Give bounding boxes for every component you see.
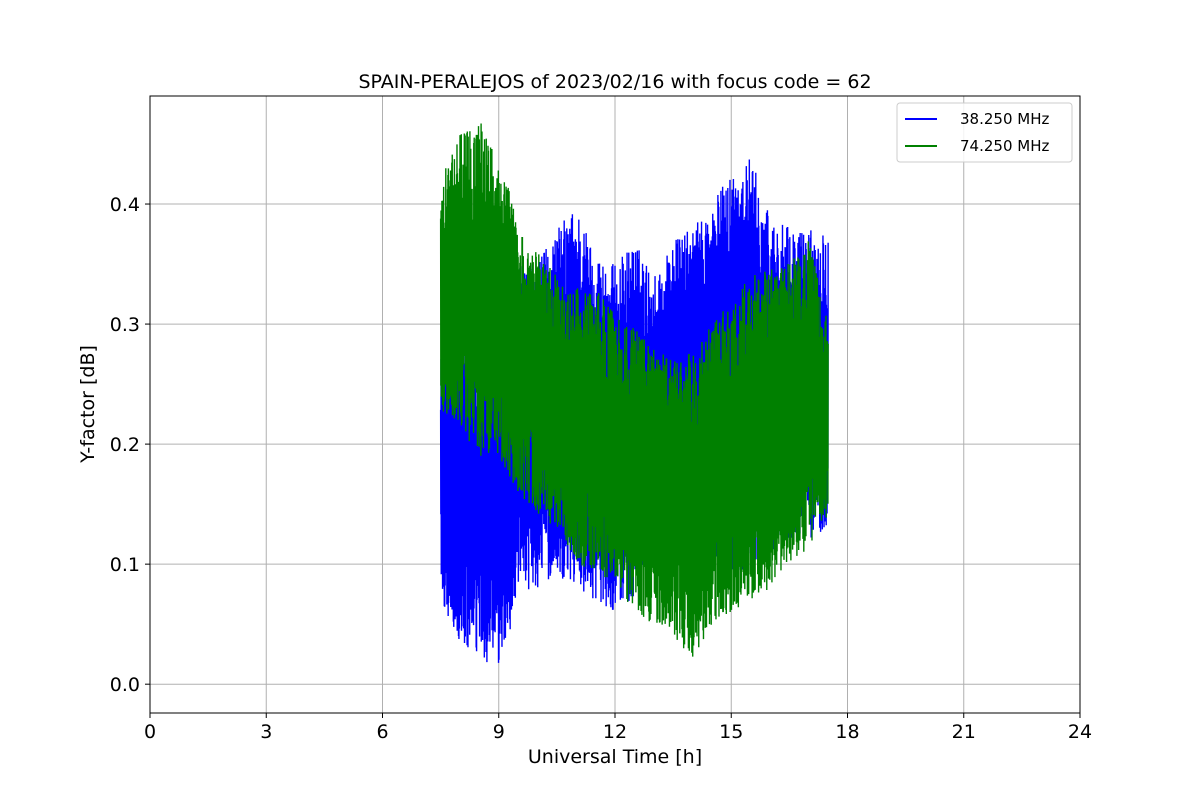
x-tick-label: 6 xyxy=(376,721,388,743)
legend-label-74mhz: 74.250 MHz xyxy=(960,137,1049,155)
legend-label-38mhz: 38.250 MHz xyxy=(960,110,1049,128)
y-tick-label: 0.4 xyxy=(110,194,140,216)
y-tick-label: 0.3 xyxy=(110,314,140,336)
y-axis-title: Y-factor [dB] xyxy=(77,345,99,464)
x-tick-label: 21 xyxy=(952,721,976,743)
y-tick-label: 0.0 xyxy=(110,674,140,696)
x-tick-label: 12 xyxy=(603,721,627,743)
chart-title: SPAIN-PERALEJOS of 2023/02/16 with focus… xyxy=(358,71,871,93)
x-tick-label: 0 xyxy=(144,721,156,743)
series-layer xyxy=(439,123,829,663)
y-tick-label: 0.2 xyxy=(110,434,140,456)
x-tick-label: 15 xyxy=(719,721,743,743)
x-axis-title: Universal Time [h] xyxy=(528,746,702,768)
y-tick-label: 0.1 xyxy=(110,554,140,576)
x-tick-label: 3 xyxy=(260,721,272,743)
legend-box xyxy=(896,102,1073,163)
x-tick-label: 24 xyxy=(1068,721,1092,743)
series-line-74mhz xyxy=(439,123,829,657)
ticks-layer: 0 3 6 9 12 15 18 21 24 0.0 0.1 0.2 0.3 0.4 xyxy=(110,194,1092,743)
x-tick-label: 18 xyxy=(835,721,859,743)
x-tick-label: 9 xyxy=(493,721,505,743)
legend: 38.250 MHz 74.250 MHz xyxy=(896,102,1073,163)
